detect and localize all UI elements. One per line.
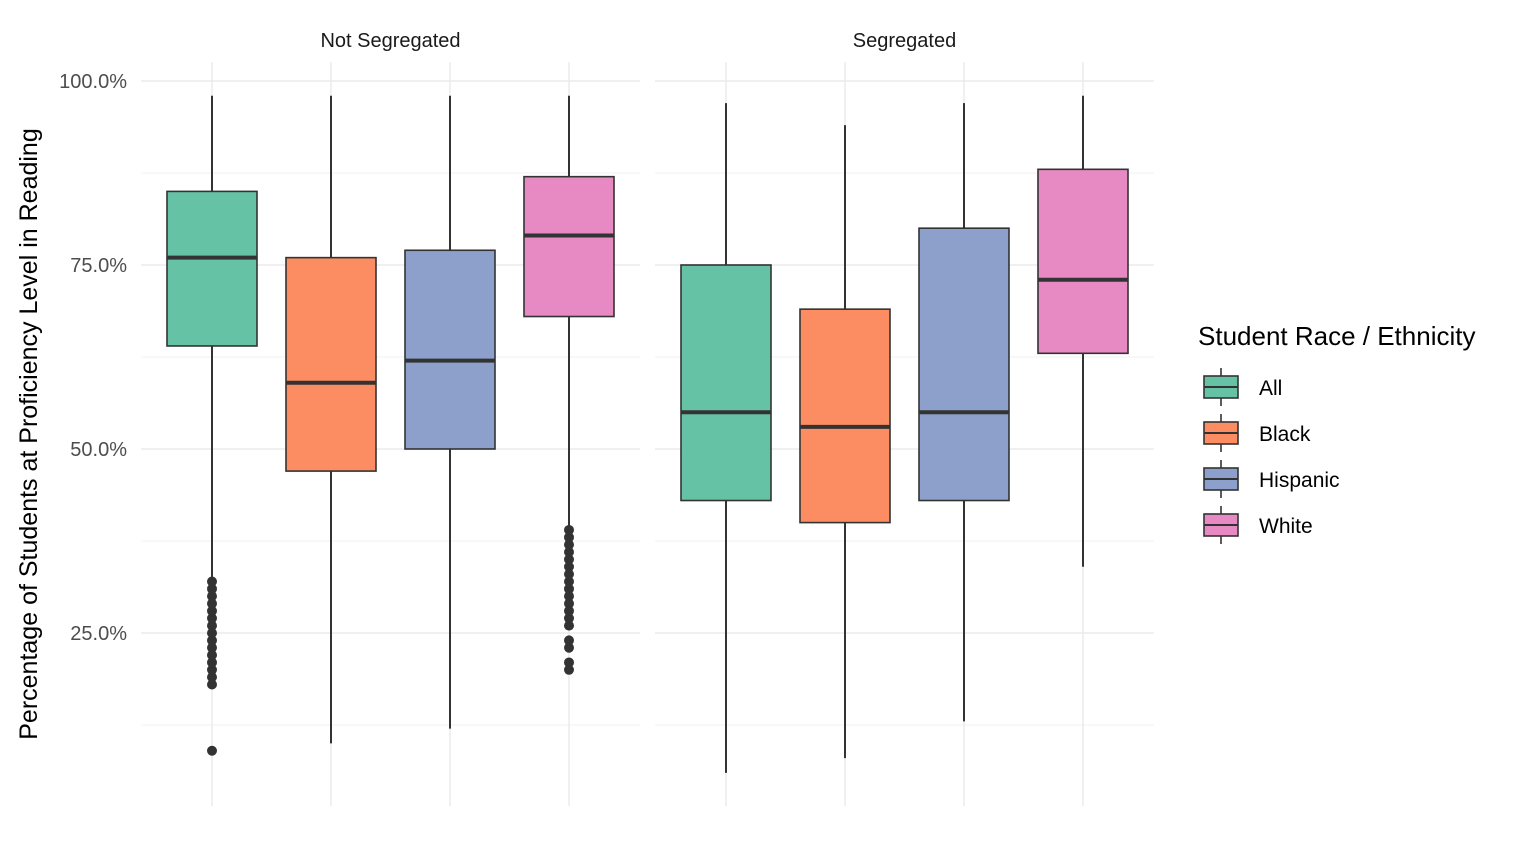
outlier-point	[564, 598, 574, 609]
outlier-point	[207, 583, 217, 594]
box-hispanic	[918, 103, 1010, 722]
outlier-point	[564, 657, 574, 668]
box-body	[523, 175, 615, 318]
box-body	[1037, 168, 1129, 355]
legend-title: Student Race / Ethnicity	[1198, 321, 1475, 351]
box-body	[285, 256, 377, 472]
outlier-point	[207, 613, 217, 624]
outlier-point	[564, 554, 574, 565]
outlier-point	[207, 598, 217, 609]
outlier-point	[207, 672, 217, 683]
outlier-point	[207, 745, 217, 756]
y-axis-title: Percentage of Students at Proficiency Le…	[15, 128, 43, 740]
outlier-point	[564, 605, 574, 616]
y-tick-label: 100.0%	[59, 71, 127, 93]
outlier-point	[564, 642, 574, 653]
legend-label: Black	[1259, 423, 1311, 446]
box-white	[1037, 95, 1129, 567]
outlier-point	[207, 642, 217, 653]
legend-entry-all: All	[1203, 368, 1282, 406]
box-body	[680, 264, 772, 502]
outlier-point	[207, 664, 217, 675]
facet-title: Segregated	[853, 30, 956, 52]
y-tick-label: 25.0%	[70, 623, 127, 645]
box-black	[799, 125, 891, 759]
outlier-point	[564, 583, 574, 594]
legend-entry-white: White	[1203, 506, 1313, 544]
y-axis-tick-labels: 25.0% 50.0% 75.0% 100.0%	[59, 71, 127, 645]
box-all	[166, 95, 258, 756]
outlier-point	[207, 628, 217, 638]
box-black	[285, 95, 377, 744]
box-body	[799, 308, 891, 524]
outlier-point	[207, 635, 217, 646]
outlier-point	[207, 679, 217, 690]
outlier-point	[207, 591, 217, 602]
legend: Student Race / Ethnicity All Black Hispani…	[1198, 321, 1475, 544]
outlier-point	[207, 650, 217, 661]
outlier-point	[564, 532, 574, 543]
legend-entry-hispanic: Hispanic	[1203, 460, 1340, 498]
facet-titles: Not Segregated Segregated	[320, 30, 956, 52]
outlier-point	[564, 569, 574, 580]
legend-label: All	[1259, 377, 1282, 400]
outlier-point	[564, 561, 574, 572]
outlier-point	[564, 547, 574, 558]
legend-entry-black: Black	[1203, 414, 1311, 452]
box-body	[404, 249, 496, 450]
box-hispanic	[404, 95, 496, 729]
y-tick-label: 50.0%	[70, 439, 127, 461]
box-white	[523, 95, 615, 675]
outlier-point	[207, 605, 217, 616]
outlier-point	[564, 620, 574, 631]
outlier-point	[207, 576, 217, 587]
outlier-point	[564, 539, 574, 550]
outlier-point	[207, 657, 217, 668]
outlier-point	[564, 591, 574, 602]
outlier-point	[564, 664, 574, 675]
box-body	[918, 227, 1010, 502]
facet-title: Not Segregated	[320, 30, 460, 52]
outlier-point	[564, 613, 574, 624]
outlier-point	[564, 576, 574, 587]
box-body	[166, 190, 258, 347]
outlier-point	[564, 635, 574, 646]
box-all	[680, 103, 772, 773]
outlier-point	[564, 524, 574, 535]
boxes	[166, 95, 1129, 773]
y-tick-label: 75.0%	[70, 255, 127, 277]
outlier-point	[207, 620, 217, 631]
legend-label: Hispanic	[1259, 469, 1340, 492]
legend-label: White	[1259, 515, 1313, 538]
